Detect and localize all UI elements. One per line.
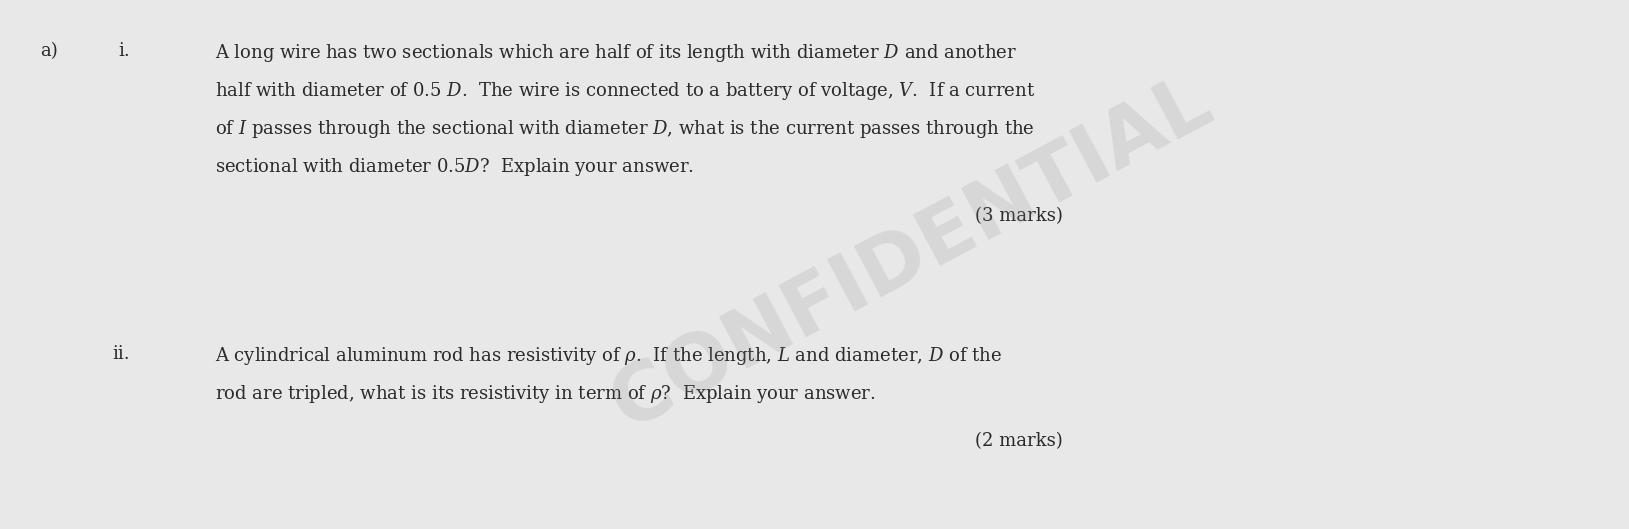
Text: A long wire has two sectionals which are half of its length with diameter $D$ an: A long wire has two sectionals which are… — [215, 42, 1016, 64]
Text: (2 marks): (2 marks) — [976, 432, 1062, 450]
Text: rod are tripled, what is its resistivity in term of $\rho$?  Explain your answer: rod are tripled, what is its resistivity… — [215, 383, 876, 405]
Text: CONFIDENTIAL: CONFIDENTIAL — [599, 63, 1225, 445]
Text: a): a) — [41, 42, 57, 60]
Text: sectional with diameter 0.5$D$?  Explain your answer.: sectional with diameter 0.5$D$? Explain … — [215, 156, 694, 178]
Text: i.: i. — [117, 42, 130, 60]
Text: of $I$ passes through the sectional with diameter $D$, what is the current passe: of $I$ passes through the sectional with… — [215, 118, 1034, 140]
Text: (3 marks): (3 marks) — [976, 207, 1062, 225]
Text: half with diameter of 0.5 $D$.  The wire is connected to a battery of voltage, $: half with diameter of 0.5 $D$. The wire … — [215, 80, 1034, 102]
Text: ii.: ii. — [112, 345, 130, 363]
Text: A cylindrical aluminum rod has resistivity of $\rho$.  If the length, $L$ and di: A cylindrical aluminum rod has resistivi… — [215, 345, 1002, 367]
